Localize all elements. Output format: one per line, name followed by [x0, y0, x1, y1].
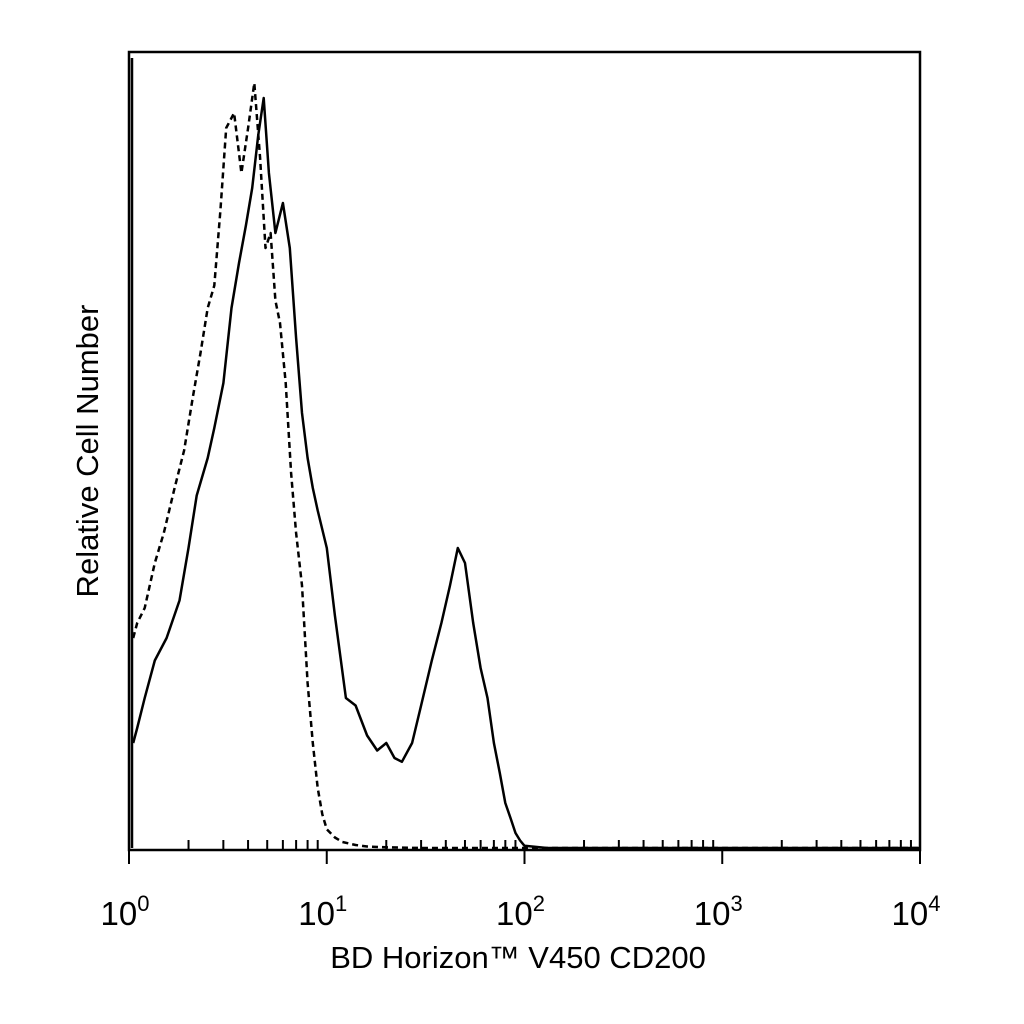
x-tick-exponent: 3 — [730, 891, 742, 916]
x-tick-exponent: 0 — [137, 891, 149, 916]
x-tick-base: 10 — [496, 895, 533, 932]
x-tick-label: 102 — [496, 891, 545, 932]
x-tick-label: 101 — [298, 891, 347, 932]
plot-frame — [127, 50, 922, 852]
y-axis-title: Relative Cell Number — [70, 305, 105, 598]
x-tick-exponent: 1 — [335, 891, 347, 916]
series-layer — [131, 81, 920, 850]
x-axis-ticks — [128, 840, 921, 864]
x-tick-label: 100 — [101, 891, 150, 932]
x-tick-base: 10 — [892, 895, 929, 932]
series-line-solid — [131, 96, 920, 850]
x-tick-label: 104 — [892, 891, 941, 932]
x-tick-label: 103 — [694, 891, 743, 932]
x-tick-base: 10 — [101, 895, 138, 932]
series-line-dashed — [131, 81, 920, 850]
x-axis-title: BD Horizon™ V450 CD200 — [330, 940, 706, 975]
x-tick-exponent: 2 — [533, 891, 545, 916]
x-tick-exponent: 4 — [928, 891, 940, 916]
x-tick-base: 10 — [298, 895, 335, 932]
x-axis-tick-labels: 100 101 102 103 104 — [101, 891, 941, 932]
x-tick-base: 10 — [694, 895, 731, 932]
